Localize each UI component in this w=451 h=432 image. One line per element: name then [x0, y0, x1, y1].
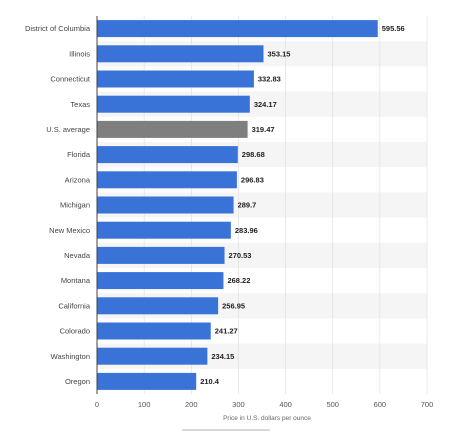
category-label: Oregon [65, 377, 90, 386]
x-tick-label: 0 [95, 400, 99, 409]
value-label: 353.15 [267, 49, 290, 58]
x-axis-title: Price in U.S. dollars per ounce [223, 415, 311, 422]
bar [97, 95, 250, 113]
x-tick-label: 300 [232, 400, 245, 409]
horizontal-scrollbar[interactable] [182, 429, 270, 431]
bar [97, 70, 254, 88]
category-labels: District of Columbia Illinois Connecticut T… [25, 24, 91, 386]
bar [97, 120, 248, 138]
category-label: Michigan [60, 201, 90, 210]
category-label: Nevada [64, 251, 91, 260]
value-label: 210.4 [200, 377, 220, 386]
category-label: Washington [51, 352, 90, 361]
bar [97, 372, 197, 390]
category-label: Arizona [65, 175, 91, 184]
value-label: 234.15 [211, 352, 234, 361]
bar [97, 297, 219, 315]
value-label: 268.22 [227, 276, 250, 285]
value-label: 324.17 [254, 100, 277, 109]
category-label: Connecticut [50, 75, 91, 84]
x-tick-label: 600 [374, 400, 387, 409]
value-labels: 595.56 353.15 332.83 324.17 319.47 298.68 296.… [200, 24, 405, 386]
x-tick-label: 700 [421, 400, 434, 409]
value-label: 241.27 [215, 327, 238, 336]
category-label: Colorado [60, 327, 90, 336]
x-tick-label: 200 [185, 400, 198, 409]
category-label: Texas [70, 100, 90, 109]
category-label: District of Columbia [25, 24, 91, 33]
x-tick-label: 500 [326, 400, 339, 409]
value-label: 289.7 [238, 201, 257, 210]
value-label: 283.96 [235, 226, 258, 235]
value-label: 296.83 [241, 175, 264, 184]
value-label: 298.68 [242, 150, 265, 159]
category-label: Florida [67, 150, 91, 159]
bar [97, 347, 208, 365]
bar [97, 221, 231, 239]
bar [97, 272, 224, 290]
category-label: California [58, 301, 91, 310]
value-label: 332.83 [258, 75, 281, 84]
bar [97, 20, 378, 38]
x-tick-label: 400 [279, 400, 292, 409]
category-label: Montana [61, 276, 91, 285]
bar [97, 146, 238, 164]
bar [97, 246, 225, 264]
value-label: 256.95 [222, 301, 245, 310]
category-label: New Mexico [49, 226, 90, 235]
bar [97, 322, 211, 340]
category-label: Illinois [69, 49, 90, 58]
x-tick-label: 100 [138, 400, 151, 409]
bars [97, 20, 378, 390]
category-label: U.S. average [46, 125, 90, 134]
bar [97, 45, 264, 63]
x-tick-labels: 0 100 200 300 400 500 600 700 [95, 400, 433, 409]
value-label: 319.47 [252, 125, 275, 134]
value-label: 595.56 [382, 24, 405, 33]
bar [97, 171, 237, 189]
value-label: 270.53 [229, 251, 252, 260]
bar [97, 196, 234, 214]
